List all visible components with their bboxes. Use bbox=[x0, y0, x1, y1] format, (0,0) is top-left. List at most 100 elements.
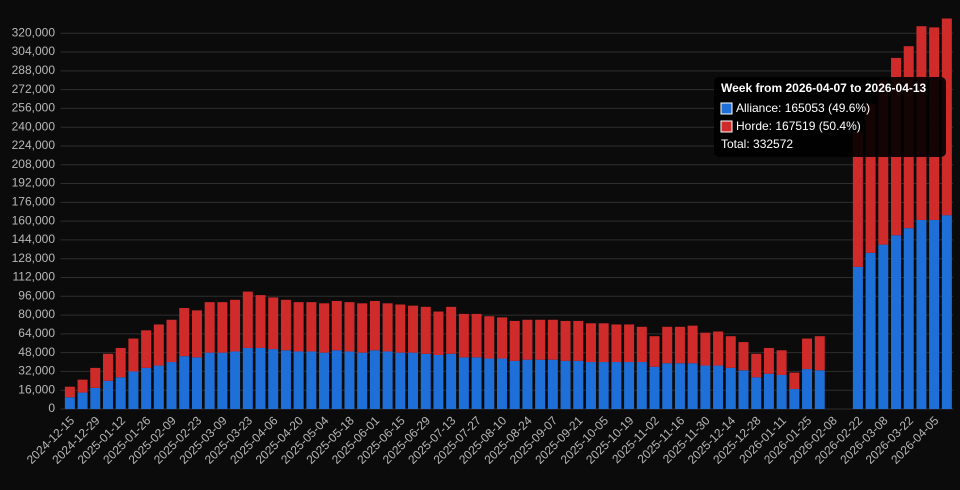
y-tick-label: 320,000 bbox=[12, 25, 56, 39]
y-tick-label: 224,000 bbox=[12, 138, 56, 152]
tooltip-line: Alliance: 165053 (49.6%) bbox=[736, 101, 870, 115]
tooltip-total: Total: 332572 bbox=[721, 137, 793, 151]
bar-segment bbox=[77, 392, 88, 409]
bar-segment bbox=[102, 380, 113, 409]
y-tick-label: 112,000 bbox=[13, 270, 56, 284]
y-tick-label: 192,000 bbox=[12, 176, 56, 190]
y-tick-label: 288,000 bbox=[12, 63, 56, 77]
bar-segment bbox=[891, 235, 902, 409]
bar-segment bbox=[814, 336, 825, 371]
bar-segment bbox=[255, 295, 266, 348]
bar-segment bbox=[662, 363, 673, 409]
y-tick-label: 32,000 bbox=[18, 364, 55, 378]
tooltip-line: Horde: 167519 (50.4%) bbox=[736, 119, 861, 133]
bar-segment bbox=[90, 387, 101, 409]
bar-segment bbox=[916, 219, 927, 409]
y-tick-label: 272,000 bbox=[12, 82, 56, 96]
bar-segment bbox=[446, 353, 457, 409]
bar-segment bbox=[280, 299, 291, 351]
bar-segment bbox=[776, 374, 787, 409]
bar-segment bbox=[433, 311, 444, 355]
bar-segment bbox=[751, 353, 762, 378]
bar-segment bbox=[306, 351, 317, 409]
bar-segment bbox=[217, 352, 228, 409]
bar-segment bbox=[560, 320, 571, 361]
bar-segment bbox=[357, 303, 368, 353]
bar-segment bbox=[496, 317, 507, 359]
bar-segment bbox=[141, 367, 152, 409]
bar-segment bbox=[115, 347, 126, 378]
bar-segment bbox=[166, 319, 177, 363]
bar-segment bbox=[319, 352, 330, 409]
bar-segment bbox=[687, 325, 698, 364]
bar-segment bbox=[484, 358, 495, 409]
bar-segment bbox=[624, 362, 635, 409]
bar-segment bbox=[611, 362, 622, 409]
bar-segment bbox=[230, 351, 241, 409]
bar-segment bbox=[77, 379, 88, 393]
tooltip: Week from 2026-04-07 to 2026-04-13 Allia… bbox=[714, 77, 946, 157]
y-tick-label: 64,000 bbox=[18, 326, 55, 340]
bar-segment bbox=[674, 326, 685, 364]
bar-segment bbox=[408, 352, 419, 409]
y-tick-label: 96,000 bbox=[18, 288, 55, 302]
bar-segment bbox=[446, 306, 457, 354]
y-tick-label: 80,000 bbox=[18, 307, 55, 321]
bar-segment bbox=[649, 366, 660, 409]
bar-segment bbox=[255, 347, 266, 409]
bar-segment bbox=[357, 352, 368, 409]
bar-segment bbox=[382, 303, 393, 352]
bar-segment bbox=[713, 331, 724, 366]
bar-segment bbox=[204, 302, 215, 353]
bar-segment bbox=[573, 360, 584, 409]
bar-segment bbox=[585, 362, 596, 409]
bar-segment bbox=[280, 350, 291, 409]
bar-segment bbox=[878, 80, 889, 245]
bar-segment bbox=[293, 302, 304, 352]
bar-segment bbox=[725, 336, 736, 368]
bar-segment bbox=[408, 305, 419, 353]
bar-segment bbox=[598, 362, 609, 409]
bar-segment bbox=[763, 347, 774, 374]
y-tick-label: 128,000 bbox=[12, 251, 56, 265]
bar-segment bbox=[941, 215, 952, 409]
bar-segment bbox=[217, 302, 228, 353]
bar-segment bbox=[789, 372, 800, 390]
bar-segment bbox=[128, 371, 139, 409]
bar-segment bbox=[636, 326, 647, 363]
bar-segment bbox=[929, 219, 940, 409]
bar-segment bbox=[433, 354, 444, 409]
bar-segment bbox=[636, 362, 647, 409]
bar-segment bbox=[369, 300, 380, 351]
bar-segment bbox=[115, 377, 126, 409]
bar-segment bbox=[878, 244, 889, 409]
bar-segment bbox=[242, 347, 253, 409]
tooltip-swatch bbox=[720, 120, 733, 133]
bar-segment bbox=[713, 365, 724, 409]
bar-segment bbox=[191, 357, 202, 409]
tooltip-swatch bbox=[720, 102, 733, 115]
bar-segment bbox=[496, 358, 507, 409]
bar-segment bbox=[700, 332, 711, 366]
bar-segment bbox=[941, 18, 952, 216]
bar-segment bbox=[585, 323, 596, 363]
bar-segment bbox=[166, 362, 177, 409]
y-tick-label: 256,000 bbox=[12, 101, 56, 115]
bar-segment bbox=[598, 323, 609, 363]
bar-segment bbox=[204, 352, 215, 409]
bar-segment bbox=[153, 324, 164, 366]
y-tick-label: 208,000 bbox=[12, 157, 56, 171]
bar-segment bbox=[535, 359, 546, 409]
bar-segment bbox=[90, 367, 101, 388]
bar-segment bbox=[814, 370, 825, 409]
bar-segment bbox=[369, 350, 380, 409]
y-tick-label: 144,000 bbox=[12, 232, 56, 246]
bar-segment bbox=[852, 266, 863, 409]
bar-segment bbox=[268, 349, 279, 409]
bar-segment bbox=[331, 350, 342, 409]
bar-segment bbox=[102, 353, 113, 381]
bar-segment bbox=[420, 353, 431, 409]
bar-segment bbox=[64, 397, 75, 409]
